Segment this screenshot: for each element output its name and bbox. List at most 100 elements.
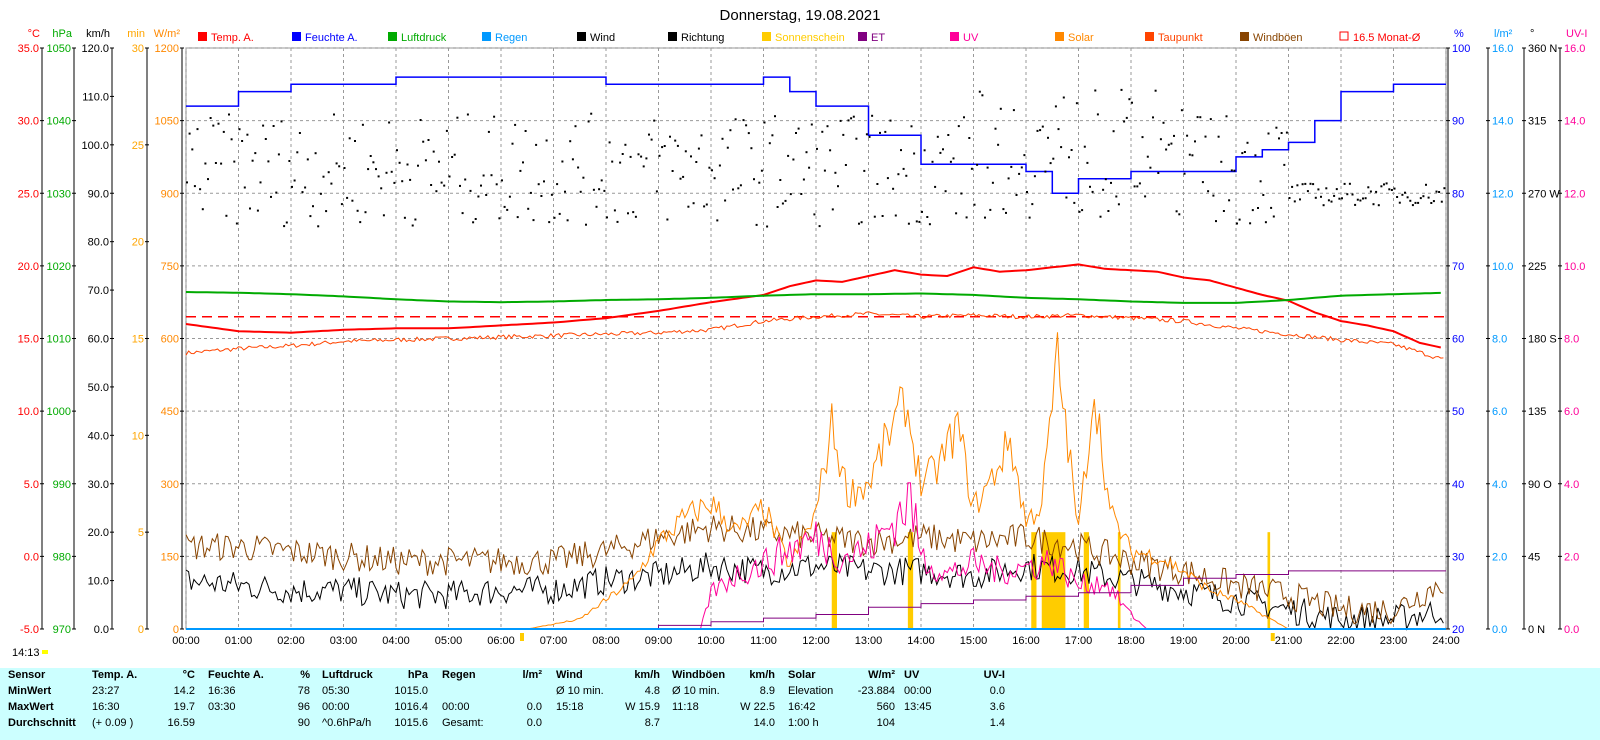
direction-dot	[970, 167, 973, 170]
direction-dot	[1362, 197, 1364, 200]
left-axis-label: 0.0	[94, 624, 109, 636]
direction-dot	[708, 166, 711, 169]
direction-dot	[886, 177, 889, 180]
left-axis-label: 1050	[155, 116, 179, 128]
direction-dot	[293, 179, 296, 182]
stats-cell: 15:18	[556, 701, 584, 713]
stats-cell: 96	[297, 701, 310, 713]
left-axis-label: 90.0	[88, 188, 109, 200]
direction-dot	[621, 153, 624, 155]
direction-dot	[818, 225, 821, 228]
direction-dot	[600, 179, 603, 182]
direction-dot	[556, 183, 559, 186]
right-axis-label: 20	[1452, 624, 1464, 636]
direction-dot	[884, 130, 887, 133]
direction-dot	[768, 142, 771, 145]
direction-dot	[1123, 120, 1126, 123]
direction-dot	[910, 125, 913, 128]
direction-dot	[1094, 89, 1097, 92]
direction-dot	[713, 177, 716, 180]
direction-dot	[204, 162, 207, 165]
direction-dot	[1390, 189, 1393, 191]
stats-cell: W 22.5	[740, 701, 775, 713]
direction-dot	[301, 191, 304, 194]
direction-dot	[585, 223, 587, 226]
direction-dot	[842, 133, 845, 136]
direction-dot	[327, 171, 330, 174]
direction-dot	[648, 133, 650, 136]
direction-dot	[968, 137, 971, 139]
direction-dot	[424, 159, 427, 162]
direction-dot	[873, 215, 876, 218]
direction-dot	[516, 216, 519, 219]
stats-cell: 14.0	[753, 717, 775, 729]
left-axis-label: -5.0	[20, 624, 39, 636]
direction-dot	[697, 147, 700, 150]
stats-cell: MaxWert	[8, 701, 54, 713]
direction-dot	[711, 169, 713, 172]
direction-dot	[634, 215, 637, 218]
direction-dot	[1215, 220, 1217, 223]
direction-dot	[781, 202, 784, 205]
direction-dot	[997, 143, 1000, 146]
direction-dot	[1086, 161, 1089, 164]
x-tick-label: 18:00	[1117, 635, 1145, 647]
left-axis-label: 1020	[47, 261, 71, 273]
direction-dot	[1383, 183, 1385, 186]
direction-dot	[1238, 218, 1241, 221]
direction-dot	[1367, 186, 1370, 189]
direction-dot	[721, 137, 724, 140]
stats-cell: 16:36	[208, 685, 236, 697]
direction-dot	[558, 212, 561, 215]
direction-dot	[771, 134, 774, 137]
left-axis-label: 600	[161, 334, 179, 346]
direction-dot	[579, 190, 582, 193]
direction-dot	[432, 150, 435, 153]
direction-dot	[233, 160, 236, 163]
direction-dot	[1356, 198, 1359, 201]
left-axis-label: 5	[138, 527, 144, 539]
direction-dot	[868, 135, 871, 138]
direction-dot	[627, 212, 629, 215]
stats-cell: 1:00 h	[788, 717, 819, 729]
direction-dot	[1314, 196, 1317, 199]
direction-dot	[616, 220, 619, 223]
direction-dot	[1104, 178, 1107, 181]
direction-dot	[380, 187, 383, 190]
direction-dot	[944, 190, 947, 193]
x-tick-label: 01:00	[225, 635, 253, 647]
direction-dot	[624, 143, 627, 146]
direction-dot	[577, 166, 580, 169]
direction-dot	[1333, 194, 1336, 197]
direction-dot	[1341, 197, 1343, 200]
direction-dot	[1175, 210, 1178, 213]
direction-dot	[1010, 165, 1013, 168]
direction-dot	[1320, 195, 1322, 198]
direction-dot	[745, 124, 748, 127]
right-axis-label: 0.0	[1492, 624, 1507, 636]
left-axis-label: 0	[173, 624, 179, 636]
direction-dot	[1401, 193, 1404, 196]
direction-dot	[797, 127, 800, 130]
direction-dot	[214, 162, 217, 164]
direction-dot	[816, 147, 818, 150]
direction-dot	[792, 158, 795, 161]
direction-dot	[1262, 194, 1265, 196]
direction-dot	[464, 178, 467, 181]
direction-dot	[1115, 195, 1118, 198]
x-tick-label: 03:00	[330, 635, 358, 647]
legend-swatch	[762, 32, 771, 41]
direction-dot	[739, 184, 742, 187]
direction-dot	[532, 219, 535, 222]
direction-dot	[440, 181, 443, 184]
direction-dot	[322, 175, 325, 178]
direction-dot	[254, 152, 257, 155]
direction-dot	[991, 181, 994, 184]
direction-dot	[256, 209, 259, 212]
direction-dot	[1230, 169, 1233, 172]
legend-label: Richtung	[681, 32, 724, 44]
direction-dot	[742, 119, 745, 122]
direction-dot	[522, 161, 524, 164]
direction-dot	[1409, 199, 1412, 202]
sunshine-bar	[831, 532, 837, 629]
